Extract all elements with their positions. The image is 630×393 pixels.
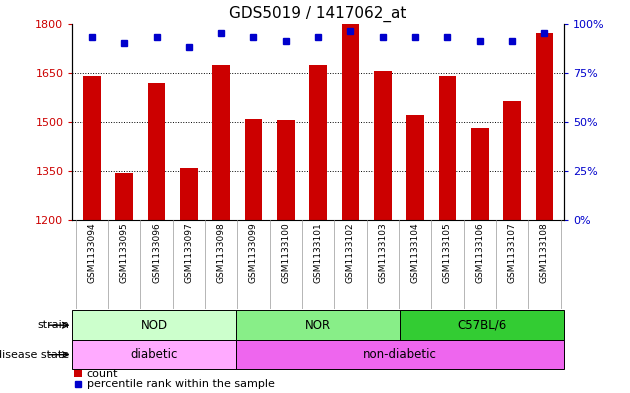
Text: strain: strain xyxy=(37,320,69,330)
Bar xyxy=(180,168,198,220)
Bar xyxy=(438,76,456,220)
Bar xyxy=(374,71,392,220)
Title: GDS5019 / 1417062_at: GDS5019 / 1417062_at xyxy=(229,6,407,22)
Bar xyxy=(236,310,400,340)
Text: non-diabetic: non-diabetic xyxy=(363,348,437,361)
Bar xyxy=(72,340,236,369)
Text: count: count xyxy=(87,369,118,378)
Text: GSM1133107: GSM1133107 xyxy=(508,223,517,283)
Bar xyxy=(236,340,564,369)
Bar xyxy=(72,310,236,340)
Text: GSM1133105: GSM1133105 xyxy=(443,223,452,283)
Text: GSM1133098: GSM1133098 xyxy=(217,223,226,283)
Bar xyxy=(147,83,166,220)
Bar xyxy=(115,173,133,220)
Bar xyxy=(74,369,82,377)
Text: C57BL/6: C57BL/6 xyxy=(457,319,507,332)
Text: GSM1133099: GSM1133099 xyxy=(249,223,258,283)
Text: percentile rank within the sample: percentile rank within the sample xyxy=(87,379,275,389)
Bar xyxy=(277,120,295,220)
Text: diabetic: diabetic xyxy=(130,348,178,361)
Text: GSM1133102: GSM1133102 xyxy=(346,223,355,283)
Text: GSM1133101: GSM1133101 xyxy=(314,223,323,283)
Bar xyxy=(400,310,564,340)
Text: GSM1133096: GSM1133096 xyxy=(152,223,161,283)
Bar xyxy=(244,119,262,220)
Bar xyxy=(536,33,553,220)
Bar xyxy=(83,76,101,220)
Text: GSM1133104: GSM1133104 xyxy=(411,223,420,283)
Text: GSM1133095: GSM1133095 xyxy=(120,223,129,283)
Bar xyxy=(471,129,489,220)
Text: GSM1133106: GSM1133106 xyxy=(475,223,484,283)
Bar xyxy=(406,115,424,220)
Text: GSM1133097: GSM1133097 xyxy=(185,223,193,283)
Text: GSM1133094: GSM1133094 xyxy=(88,223,96,283)
Bar xyxy=(341,24,359,220)
Text: NOD: NOD xyxy=(140,319,168,332)
Bar xyxy=(212,64,230,220)
Bar xyxy=(309,64,327,220)
Bar xyxy=(503,101,521,220)
Text: GSM1133103: GSM1133103 xyxy=(378,223,387,283)
Text: disease state: disease state xyxy=(0,350,69,360)
Text: GSM1133108: GSM1133108 xyxy=(540,223,549,283)
Text: GSM1133100: GSM1133100 xyxy=(282,223,290,283)
Text: NOR: NOR xyxy=(305,319,331,332)
